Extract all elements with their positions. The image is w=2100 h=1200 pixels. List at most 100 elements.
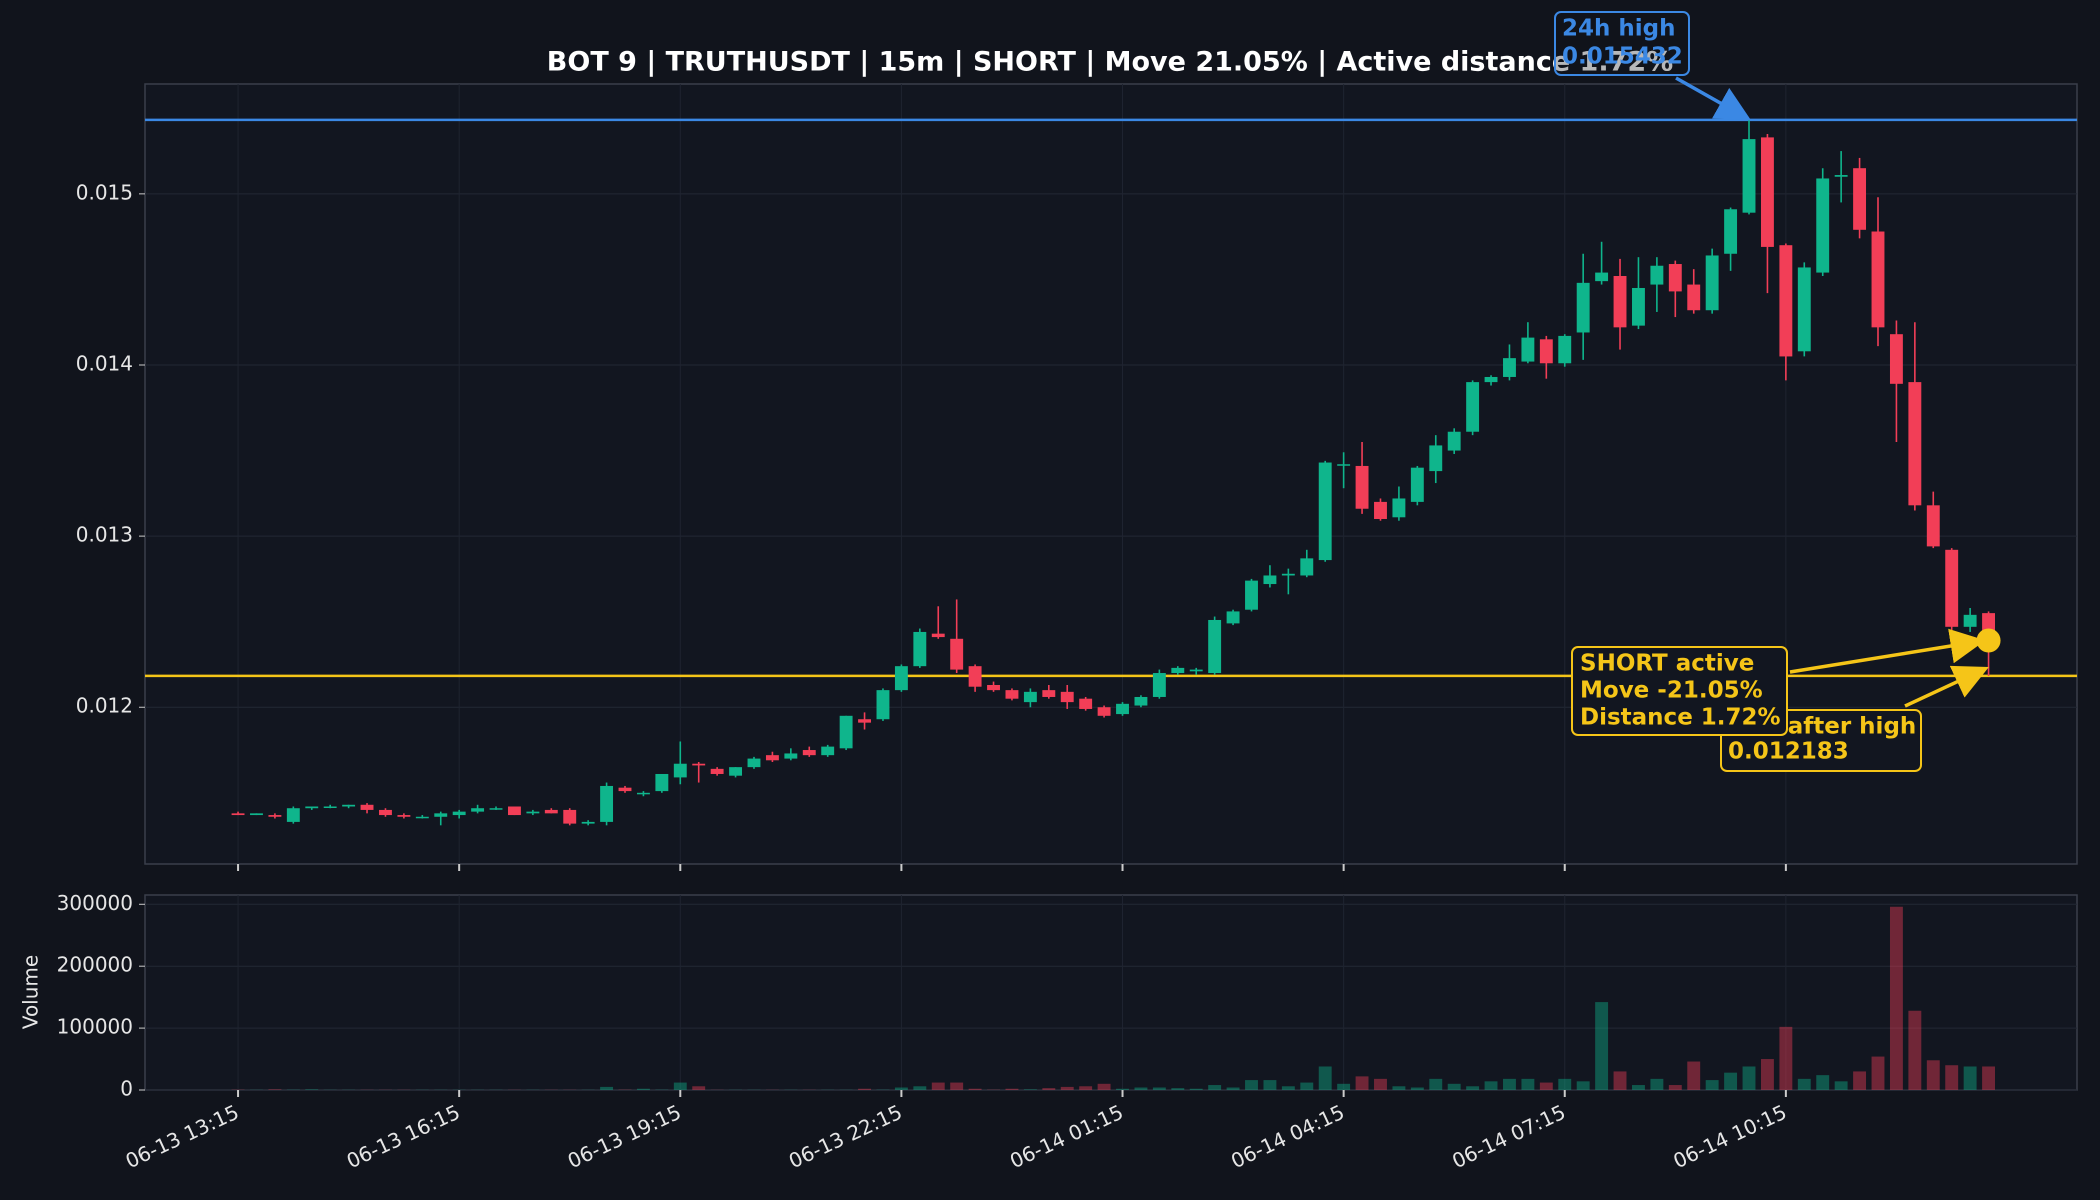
candle-body (600, 785, 614, 822)
candle-body (1889, 334, 1903, 384)
volume-bar (1816, 1075, 1830, 1090)
candle-body (1263, 575, 1277, 585)
candle-body (1300, 558, 1314, 576)
candle-body (1724, 209, 1738, 254)
candle-body (1558, 335, 1572, 364)
candle-body (1705, 255, 1719, 311)
candle-body (858, 719, 871, 723)
volume-bar (1337, 1083, 1351, 1090)
candle-body (1484, 376, 1498, 383)
volume-bar (1613, 1071, 1627, 1090)
candle-body (379, 809, 392, 816)
volume-bar (1945, 1065, 1959, 1090)
candle-body (471, 808, 485, 812)
candle-body (1503, 358, 1516, 377)
candle-body (342, 804, 356, 807)
volume-bar (1171, 1088, 1185, 1090)
volume-bar (1318, 1066, 1332, 1090)
candle-body (544, 809, 558, 814)
candle-body (1189, 669, 1203, 672)
volume-bar (1245, 1080, 1258, 1090)
volume-bar (1889, 906, 1903, 1090)
volume-bar (950, 1082, 964, 1090)
candle-body (1576, 282, 1590, 333)
volume-bar (931, 1082, 945, 1090)
volume-bar (1724, 1072, 1738, 1090)
candle-body (286, 808, 300, 822)
candle-body (802, 750, 816, 756)
candle-body (839, 715, 853, 749)
candle-body (231, 813, 245, 816)
candle-body (1926, 505, 1940, 547)
volume-bar (268, 1089, 282, 1090)
volume-bar (1042, 1088, 1056, 1090)
candle-body (1539, 339, 1553, 364)
candle-body (1226, 611, 1240, 624)
candle-body (1410, 467, 1424, 502)
volume-bar (894, 1087, 908, 1090)
candle-body (1687, 284, 1701, 311)
volume-bar (858, 1088, 871, 1090)
volume-bar (1705, 1080, 1719, 1090)
candle-body (507, 806, 521, 816)
candle-body (1079, 698, 1093, 709)
volume-bar (1742, 1066, 1756, 1090)
high-value: 0.015432 (1562, 44, 1683, 70)
candle-body (1816, 178, 1830, 273)
candle-body (434, 813, 448, 817)
candle-body (1337, 464, 1351, 466)
candle-body (931, 633, 945, 638)
candle-body (250, 813, 263, 816)
volume-bar (692, 1086, 706, 1090)
volume-bar (1963, 1066, 1977, 1090)
candle-body (581, 821, 595, 824)
volume-bar (1595, 1002, 1609, 1090)
candle-body (526, 811, 540, 814)
candle-body (1908, 382, 1922, 506)
candle-body (1116, 703, 1129, 715)
candle-body (1281, 573, 1295, 576)
candle-body (1742, 139, 1756, 213)
volume-bar (1005, 1088, 1019, 1090)
volume-bar (1521, 1078, 1535, 1090)
candle-body (1963, 614, 1977, 627)
candle-body (1760, 137, 1774, 247)
candle-body (765, 755, 779, 761)
volume-tick-label: 300000 (57, 891, 133, 915)
candle-body (1060, 691, 1074, 703)
volume-bar (305, 1089, 319, 1090)
volume-tick-label: 200000 (57, 953, 133, 977)
volume-bar (1779, 1026, 1793, 1090)
y-tick-label: 0.015 (76, 180, 133, 204)
volume-bar (1281, 1086, 1295, 1090)
volume-bar (1355, 1076, 1369, 1090)
candle-body (1834, 175, 1848, 177)
candle-body (1447, 431, 1461, 451)
volume-bar (1300, 1082, 1314, 1090)
volume-bar (1410, 1087, 1424, 1090)
candle-body (323, 806, 337, 809)
candle-body (1871, 231, 1885, 328)
candle-body (1005, 690, 1019, 699)
candle-body (1429, 445, 1443, 472)
y-tick-label: 0.013 (76, 523, 133, 547)
candle-body (784, 753, 798, 759)
candle-body (968, 666, 982, 687)
volume-tick-label: 100000 (57, 1015, 133, 1039)
candle-body (1023, 691, 1037, 703)
candle-body (268, 815, 282, 817)
volume-bar (1650, 1078, 1664, 1090)
volume-bar (673, 1082, 687, 1090)
status-box (1571, 646, 1788, 736)
candle-body (618, 787, 632, 792)
candle-body (1171, 667, 1185, 674)
last-close-dot (1976, 628, 2001, 653)
candle-body (1613, 276, 1627, 328)
volume-bar (1023, 1089, 1037, 1090)
candle-body (415, 816, 429, 819)
volume-bar (1116, 1088, 1129, 1090)
candle-body (1245, 580, 1258, 610)
candle-body (1595, 272, 1609, 282)
volume-bar (1539, 1082, 1553, 1090)
candle-body (821, 746, 835, 756)
